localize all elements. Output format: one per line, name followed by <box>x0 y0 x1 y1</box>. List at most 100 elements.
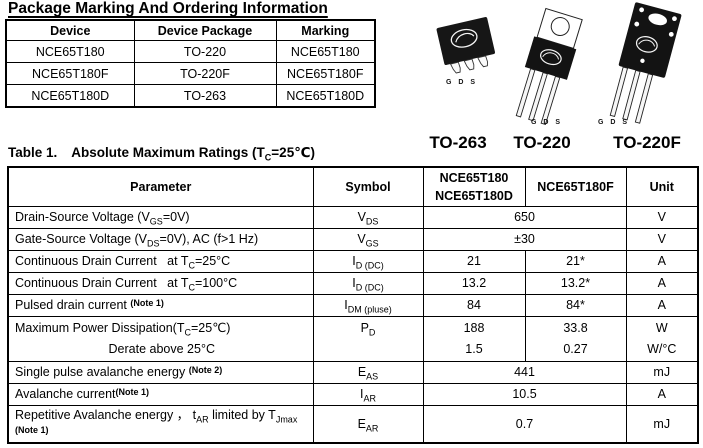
table-cell: A <box>625 272 699 296</box>
table-cell: Marking <box>275 19 376 41</box>
table-cell: mJ <box>625 361 699 385</box>
ratings-table-body: Drain-Source Voltage (VGS=0V) VDS 650 V Gate… <box>7 206 699 444</box>
table-row: Avalanche current(Note 1) IAR 10.5 A <box>7 383 699 407</box>
table-cell: IDM (pluse) <box>312 294 424 318</box>
table-row: Parameter Symbol NCE65T180 NCE65T180D NCE65T… <box>7 166 699 208</box>
table-row: Single pulse avalanche energy (Note 2) EA… <box>7 361 699 385</box>
table-cell: EAS <box>312 361 424 385</box>
table-row: Continuous Drain Current at TC=100°C ID (… <box>7 272 699 296</box>
table-row: Continuous Drain Current at TC=25°C ID (D… <box>7 250 699 274</box>
table-cell: NCE65T180D <box>275 84 376 108</box>
table-row: Drain-Source Voltage (VGS=0V) VDS 650 V <box>7 206 699 230</box>
table-cell: NCE65T180F <box>524 166 627 208</box>
table-cell: TO-263 <box>133 84 277 108</box>
table-cell: Device Package <box>133 19 277 41</box>
table1-label: Table 1. <box>8 145 58 160</box>
ratings-table: Parameter Symbol NCE65T180 NCE65T180D NCE65T… <box>7 166 699 444</box>
ordering-table: Device Device Package Marking NCE65T180 TO-… <box>5 19 376 108</box>
table-cell: NCE65T180 NCE65T180D <box>422 166 526 208</box>
table-cell: EAR <box>312 405 424 444</box>
table-cell: mJ <box>625 405 699 444</box>
table-cell: VGS <box>312 228 424 252</box>
table-cell: Device <box>5 19 135 41</box>
mounting-hole <box>550 17 570 37</box>
table-cell: 188 1.5 <box>422 316 526 363</box>
table1-title: Absolute Maximum Ratings (TC=25℃) <box>71 145 316 163</box>
table-cell: IAR <box>312 383 424 407</box>
table-cell: PD <box>312 316 424 363</box>
table-cell: TO-220 <box>133 40 277 63</box>
to-263-package-image: G D S <box>436 17 495 86</box>
table-cell: 650 <box>422 206 627 230</box>
table-cell: NCE65T180 <box>275 40 376 63</box>
ratings-table-header: Parameter Symbol NCE65T180 NCE65T180D NCE65T… <box>7 166 699 208</box>
table-row: Gate-Source Voltage (VDS=0V), AC (f>1 Hz… <box>7 228 699 252</box>
table-cell: Symbol <box>312 166 424 208</box>
package-body <box>524 36 577 80</box>
pin-labels-gds: G D S <box>446 79 478 86</box>
table-cell: Continuous Drain Current at TC=100°C <box>7 272 314 296</box>
table-cell: Maximum Power Dissipation(TC=25℃) Derate … <box>7 316 314 363</box>
table-cell: A <box>625 294 699 318</box>
table-cell: TO-220F <box>133 62 277 85</box>
table-cell: A <box>625 250 699 274</box>
table-cell: 84 <box>422 294 526 318</box>
table-cell: ID (DC) <box>312 250 424 274</box>
table-cell: Continuous Drain Current at TC=25°C <box>7 250 314 274</box>
package-body <box>618 2 682 78</box>
table-cell: 441 <box>422 361 627 385</box>
table-cell: Single pulse avalanche energy (Note 2) <box>7 361 314 385</box>
to-220-package-image: G D S <box>515 7 583 126</box>
table-cell: 10.5 <box>422 383 627 407</box>
table-cell: 84* <box>524 294 627 318</box>
table-cell: Repetitive Avalanche energy ， tAR limite… <box>7 405 314 444</box>
table-cell: VDS <box>312 206 424 230</box>
manufacturer-logo-icon <box>450 28 478 48</box>
package-leads <box>515 68 561 126</box>
package-caption-to-220: TO-220 <box>513 133 571 152</box>
to-220f-package-image: G D S <box>598 2 682 126</box>
table-cell: Drain-Source Voltage (VGS=0V) <box>7 206 314 230</box>
table-cell: Avalanche current(Note 1) <box>7 383 314 407</box>
table-cell: NCE65T180 <box>5 40 135 63</box>
table-cell: Parameter <box>7 166 314 208</box>
ordering-table-header: Device Device Package Marking <box>5 19 376 41</box>
table-cell: NCE65T180D <box>5 84 135 108</box>
table-row: NCE65T180 TO-220 NCE65T180 <box>5 40 376 63</box>
table-cell: 21* <box>524 250 627 274</box>
table-cell: 13.2 <box>422 272 526 296</box>
table-row: NCE65T180D TO-263 NCE65T180D <box>5 84 376 108</box>
table-cell: A <box>625 383 699 407</box>
package-leads <box>449 55 488 74</box>
manufacturer-logo-icon <box>540 49 562 66</box>
table-row: Repetitive Avalanche energy ， tAR limite… <box>7 405 699 444</box>
table-cell: 13.2* <box>524 272 627 296</box>
mounting-hole <box>648 13 667 26</box>
table-row: NCE65T180F TO-220F NCE65T180F <box>5 62 376 85</box>
table-cell: V <box>625 228 699 252</box>
ordering-section-title: Package Marking And Ordering Information <box>8 0 328 17</box>
table-row: Maximum Power Dissipation(TC=25℃) Derate … <box>7 316 699 363</box>
table1-caption: Table 1. Absolute Maximum Ratings (TC=25℃… <box>8 145 316 163</box>
table-cell: Unit <box>625 166 699 208</box>
package-caption-to-220f: TO-220F <box>613 133 681 152</box>
table-cell: ±30 <box>422 228 627 252</box>
table-row: Pulsed drain current (Note 1) IDM (pluse)… <box>7 294 699 318</box>
package-caption-to-263: TO-263 <box>429 133 487 152</box>
table-row: Device Device Package Marking <box>5 19 376 41</box>
table-cell: V <box>625 206 699 230</box>
table-cell: ID (DC) <box>312 272 424 296</box>
package-leads <box>609 66 654 124</box>
table-cell: 33.8 0.27 <box>524 316 627 363</box>
table-cell: Gate-Source Voltage (VDS=0V), AC (f>1 Hz… <box>7 228 314 252</box>
pin-labels-gds: G D S <box>531 119 563 126</box>
table-cell: 21 <box>422 250 526 274</box>
table-cell: 0.7 <box>422 405 627 444</box>
table-cell: NCE65T180F <box>275 62 376 85</box>
table-cell: W W/°C <box>625 316 699 363</box>
table-cell: NCE65T180F <box>5 62 135 85</box>
pin-labels-gds: G D S <box>598 119 630 126</box>
ordering-table-body: NCE65T180 TO-220 NCE65T180 NCE65T180F TO-220… <box>5 40 376 108</box>
manufacturer-logo-icon <box>635 36 658 53</box>
table-cell: Pulsed drain current (Note 1) <box>7 294 314 318</box>
